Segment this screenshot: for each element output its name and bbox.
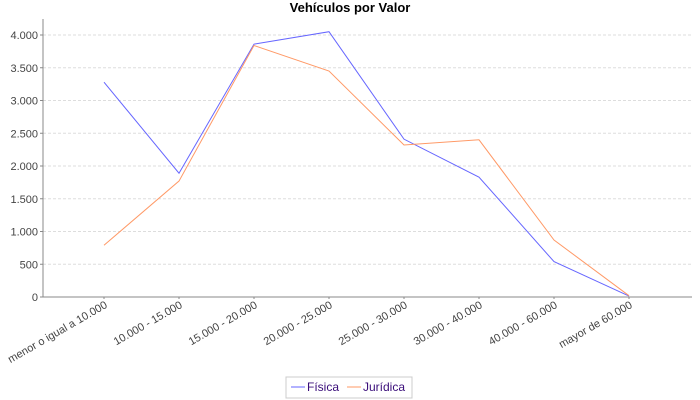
x-tick-label: menor o igual a 10.000: [6, 299, 109, 366]
y-tick-label: 1.000: [10, 227, 38, 239]
x-tick-label: 20.000 - 25.000: [262, 299, 335, 348]
y-tick-label: 500: [20, 259, 38, 271]
legend-label-juridica: Jurídica: [363, 380, 405, 394]
x-tick-label: 30.000 - 40.000: [412, 299, 485, 348]
y-axis: 0 500 1.000 1.500 2.000 2.500 3.000 3.500 4.000: [10, 19, 44, 304]
y-tick-label: 1.500: [10, 194, 38, 206]
series-line-juridica: [103, 44, 630, 297]
y-tick-label: 2.000: [10, 161, 38, 173]
series-lines: [103, 31, 630, 297]
x-tick-label: 10.000 - 15.000: [112, 299, 185, 348]
y-tick-label: 4.000: [10, 30, 38, 42]
x-tick-label: 25.000 - 30.000: [337, 299, 410, 348]
x-tick-label: 15.000 - 20.000: [187, 299, 260, 348]
legend-label-fisica: Física: [307, 380, 339, 394]
series-line-fisica: [103, 31, 630, 297]
x-tick-label: mayor de 60.000: [557, 299, 635, 351]
grid: [43, 34, 692, 265]
chart-title: Vehículos por Valor: [290, 0, 411, 15]
y-tick-label: 3.500: [10, 63, 38, 75]
x-tick-label: 40.000 - 60.000: [487, 299, 560, 348]
y-tick-label: 2.500: [10, 128, 38, 140]
y-tick-label: 3.000: [10, 96, 38, 108]
x-axis: menor o igual a 10.000 10.000 - 15.000 15.…: [6, 296, 692, 366]
y-tick-label: 0: [32, 292, 38, 304]
legend: Física Jurídica: [285, 376, 413, 399]
